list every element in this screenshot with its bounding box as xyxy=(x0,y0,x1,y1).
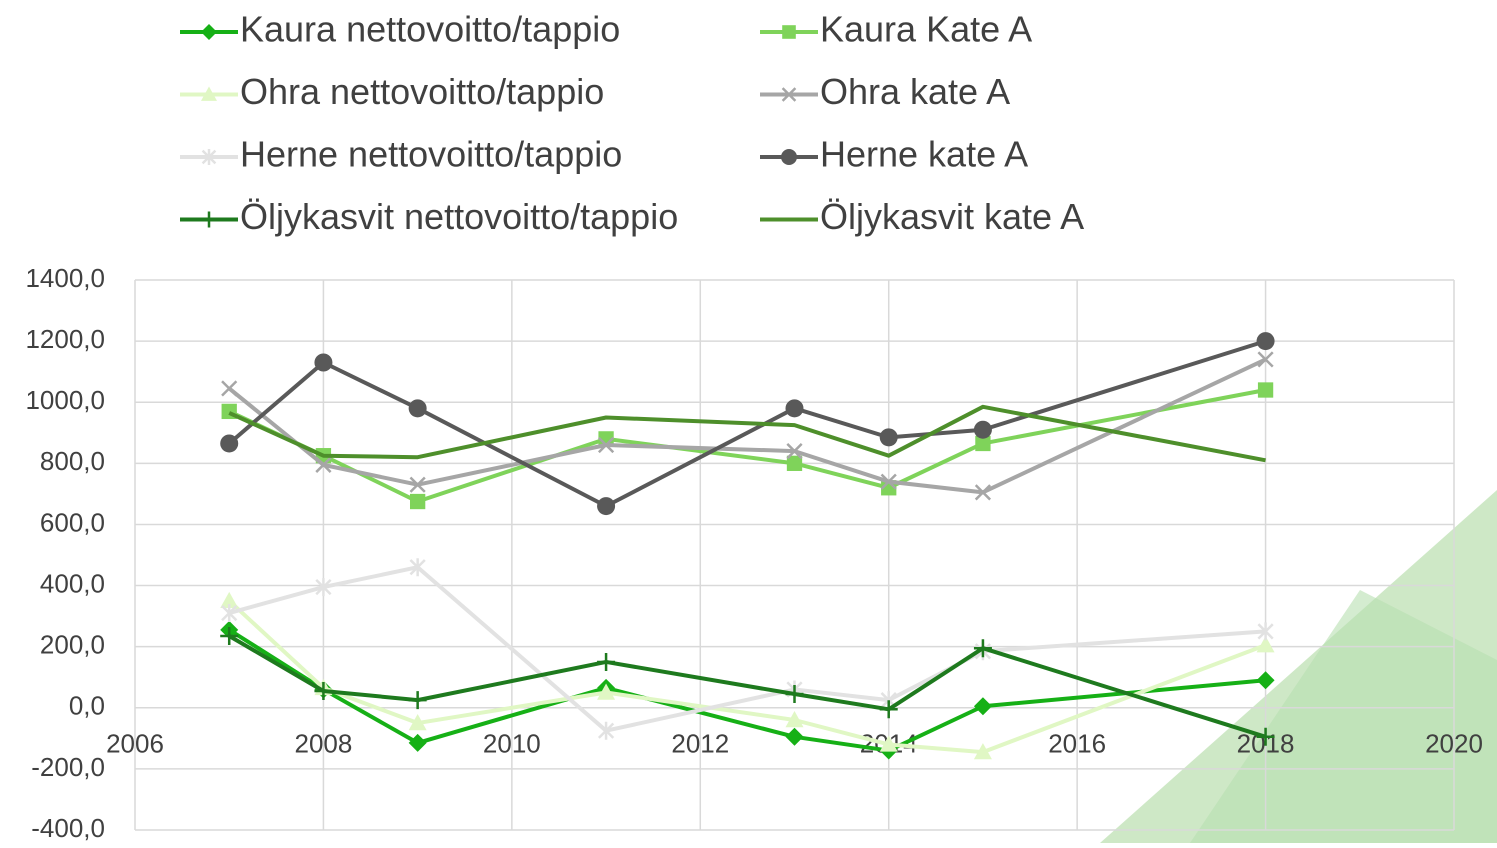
marker xyxy=(1256,636,1275,653)
marker xyxy=(201,86,217,101)
marker xyxy=(597,497,616,516)
marker xyxy=(408,691,427,710)
grid: -400,0 -200,0 0,0 200,0 400,0 600,0 800,0 1000,… xyxy=(25,263,1482,843)
legend-marker xyxy=(201,86,217,101)
x-tick-label: 2012 xyxy=(671,729,729,759)
marker xyxy=(786,443,803,460)
legend-label: Ohra nettovoitto/tappio xyxy=(240,71,604,112)
marker xyxy=(315,578,332,597)
marker xyxy=(785,727,804,746)
y-tick-label: 1200,0 xyxy=(25,324,105,354)
legend-label: Kaura Kate A xyxy=(820,9,1032,50)
series-line xyxy=(228,388,1266,504)
legend-label: Herne nettovoitto/tappio xyxy=(240,134,622,175)
y-tick-label: 0,0 xyxy=(69,691,105,721)
legend-marker xyxy=(201,211,217,228)
marker xyxy=(314,353,333,372)
series-line xyxy=(228,565,1266,733)
marker xyxy=(785,711,804,728)
series-line xyxy=(227,339,1267,509)
marker xyxy=(597,721,615,740)
y-tick-label: -400,0 xyxy=(31,813,105,843)
y-tick-label: 1400,0 xyxy=(25,263,105,293)
y-tick-label: 1000,0 xyxy=(25,385,105,415)
marker xyxy=(973,420,992,439)
series-line xyxy=(228,628,1266,753)
y-tick-label: 200,0 xyxy=(40,630,105,660)
marker xyxy=(785,685,804,704)
series-line xyxy=(227,599,1267,755)
marker xyxy=(1257,382,1274,398)
marker xyxy=(408,399,427,418)
legend-label: Ohra kate A xyxy=(820,71,1010,112)
marker xyxy=(974,484,992,501)
x-tick-label: 2016 xyxy=(1048,729,1106,759)
marker xyxy=(973,697,992,716)
marker xyxy=(1256,727,1275,746)
x-tick-label: 2010 xyxy=(483,729,541,759)
legend-label: Öljykasvit nettovoitto/tappio xyxy=(240,196,678,237)
marker xyxy=(1257,351,1274,368)
marker xyxy=(973,743,992,760)
background-swoosh xyxy=(1190,590,1497,843)
marker xyxy=(220,626,239,645)
marker xyxy=(880,473,897,490)
marker xyxy=(879,735,898,752)
series-line xyxy=(227,357,1267,495)
legend-marker xyxy=(201,24,217,40)
y-tick-label: 400,0 xyxy=(40,568,105,598)
marker xyxy=(781,149,797,165)
marker xyxy=(975,435,991,452)
legend-label: Herne kate A xyxy=(820,134,1028,175)
marker xyxy=(1256,332,1275,351)
marker xyxy=(314,681,333,700)
x-tick-label: 2020 xyxy=(1425,729,1483,759)
marker xyxy=(409,558,426,577)
marker xyxy=(879,700,898,719)
plot xyxy=(220,332,1275,760)
marker xyxy=(408,733,427,752)
marker xyxy=(221,380,238,397)
marker xyxy=(782,25,796,39)
marker xyxy=(408,714,427,731)
marker xyxy=(597,683,616,700)
x-tick-label: 2006 xyxy=(106,729,164,759)
marker xyxy=(201,24,217,40)
marker xyxy=(879,428,898,447)
legend-marker xyxy=(781,149,797,165)
legend-label: Öljykasvit kate A xyxy=(820,196,1084,237)
y-tick-label: 800,0 xyxy=(40,446,105,476)
marker xyxy=(1257,622,1274,641)
marker xyxy=(597,436,615,454)
legend-marker xyxy=(201,149,217,165)
marker xyxy=(973,639,992,658)
series-line xyxy=(228,634,1267,739)
x-tick-label: 2008 xyxy=(295,729,353,759)
marker xyxy=(220,591,239,609)
marker xyxy=(409,476,426,493)
marker xyxy=(786,455,803,471)
legend-marker xyxy=(782,25,796,39)
legend-marker xyxy=(781,87,797,102)
y-tick-label: -200,0 xyxy=(31,752,105,782)
series-line xyxy=(228,404,1266,463)
legend-label: Kaura nettovoitto/tappio xyxy=(240,9,620,50)
marker xyxy=(220,434,239,453)
marker xyxy=(781,87,797,102)
marker xyxy=(1256,671,1275,690)
marker xyxy=(409,493,426,510)
legend: Kaura nettovoitto/tappio Kaura Kate A Ohra… xyxy=(180,9,1084,237)
marker xyxy=(785,399,804,418)
marker xyxy=(201,211,217,228)
marker xyxy=(201,149,217,165)
marker xyxy=(221,604,238,623)
marker xyxy=(315,456,332,473)
y-tick-label: 600,0 xyxy=(40,507,105,537)
marker xyxy=(597,652,616,671)
